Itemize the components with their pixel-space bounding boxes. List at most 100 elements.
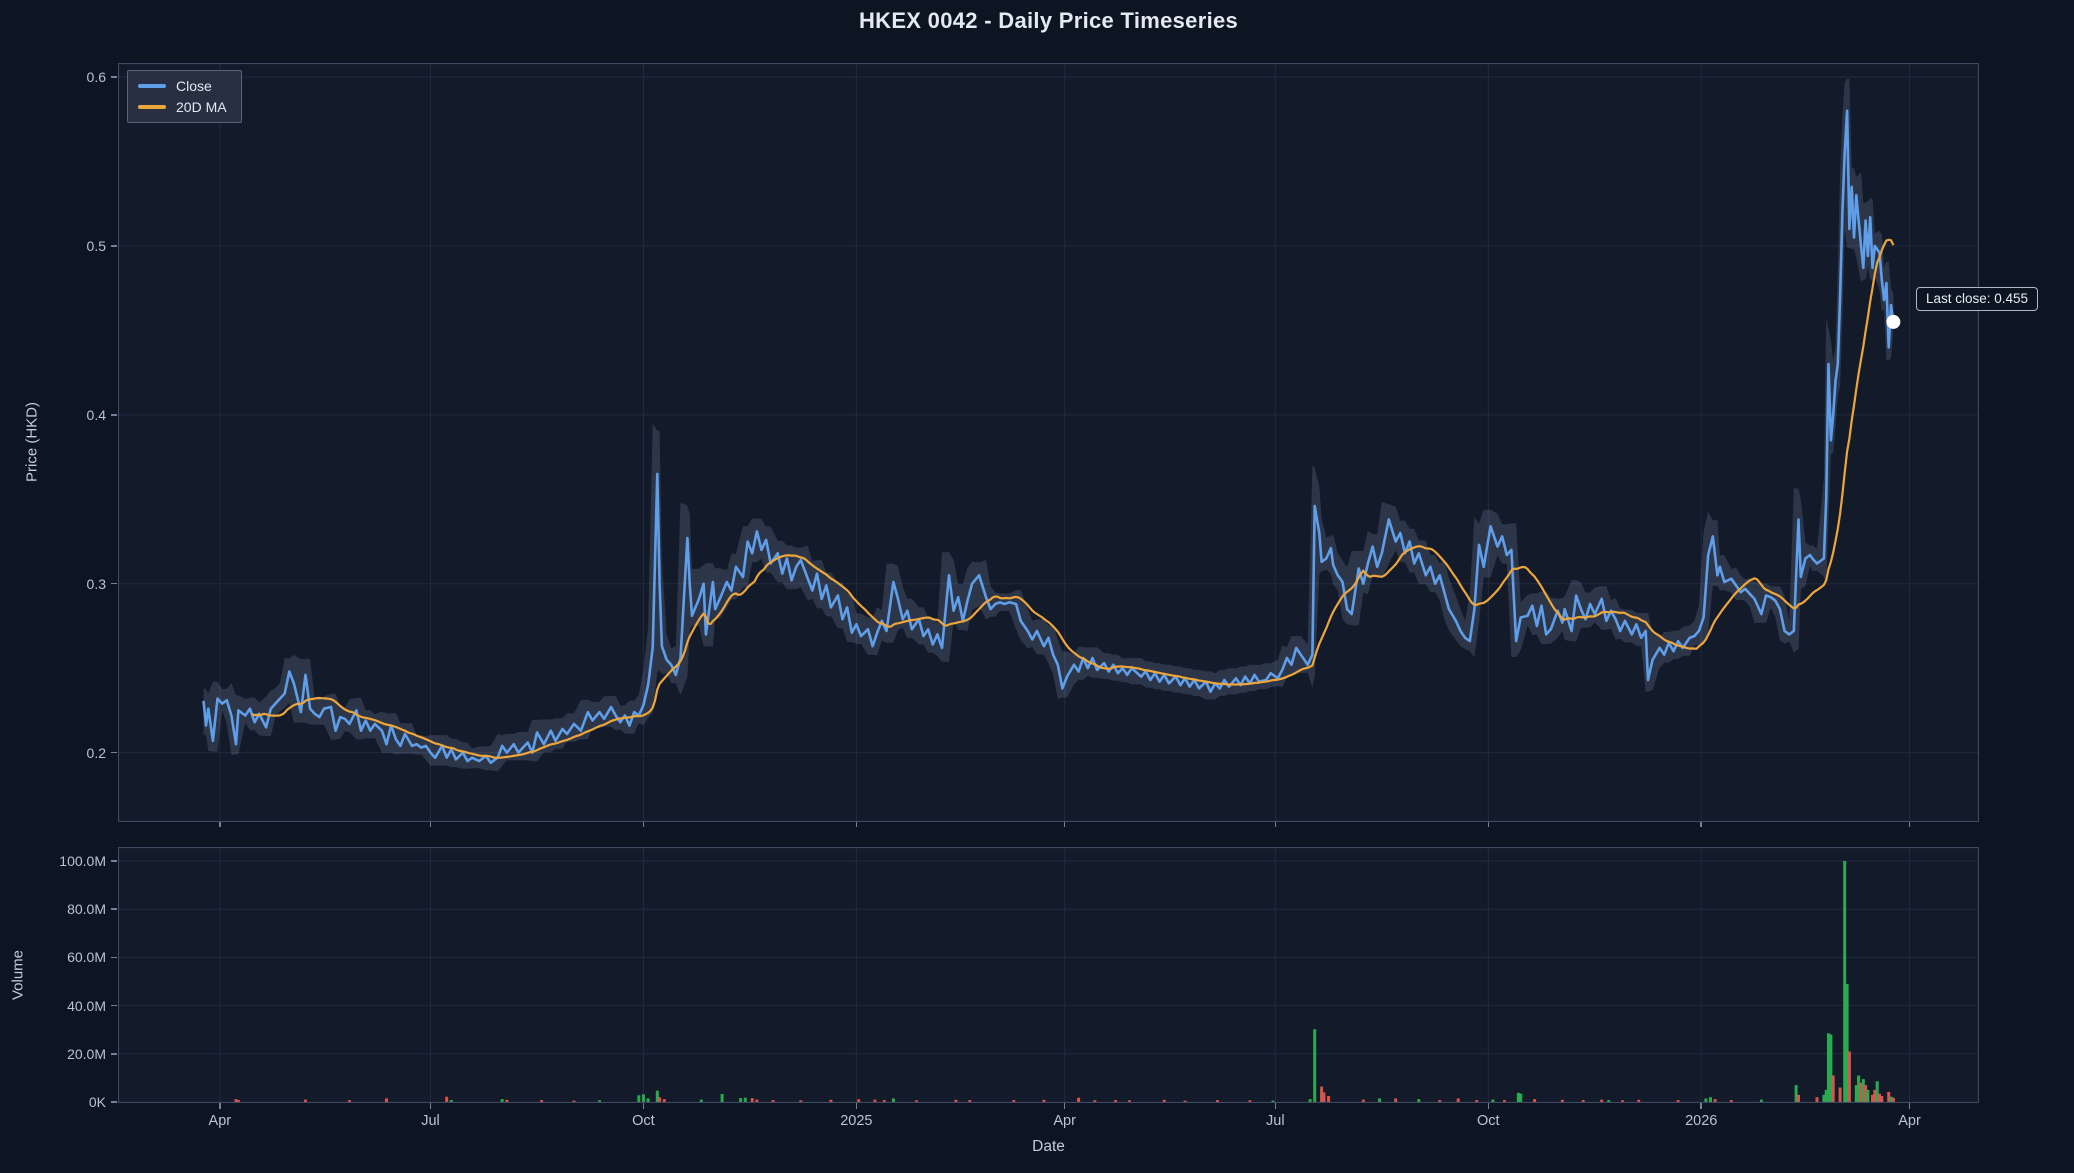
legend-label-ma: 20D MA <box>176 99 227 115</box>
volume-bar-down <box>1637 1099 1641 1102</box>
price-y-tick-mark <box>111 414 117 416</box>
volume-bar-down <box>799 1100 803 1102</box>
volume-bar-down <box>857 1099 861 1102</box>
x-tick-label: Oct <box>632 1113 655 1129</box>
volume-bar-up <box>637 1095 641 1102</box>
x-tick-label: Apr <box>1898 1113 1921 1129</box>
volume-bar-down <box>385 1098 388 1102</box>
x-axis-title: Date <box>1032 1138 1065 1155</box>
volume-bar-up <box>743 1097 747 1102</box>
volume-bar-down <box>572 1100 576 1102</box>
legend-item-ma[interactable]: 20D MA <box>138 99 227 115</box>
volume-bar-down <box>1183 1100 1187 1102</box>
volume-y-tick-mark <box>111 1004 117 1007</box>
volume-bar-up <box>1271 1100 1275 1102</box>
volume-bar-down <box>771 1100 775 1102</box>
price-y-tick-label: 0.6 <box>86 69 106 86</box>
price-x-tick-mark <box>1063 822 1066 827</box>
chart-title: HKEX 0042 - Daily Price Timeseries <box>858 8 1239 33</box>
volume-bar-up <box>598 1100 601 1102</box>
volume-bar-up <box>1378 1098 1381 1102</box>
x-tick-label: 2026 <box>1685 1113 1718 1129</box>
volume-bar-up <box>1794 1085 1798 1102</box>
volume-bar-down <box>1873 1089 1877 1102</box>
x-tick-label: Jul <box>1266 1113 1285 1129</box>
price-x-tick-mark <box>855 822 858 827</box>
price-x-tick-mark <box>1487 822 1490 827</box>
volume-bar-up <box>655 1090 659 1102</box>
volume-y-tick-mark <box>111 860 117 862</box>
x-tick-mark <box>429 1103 432 1109</box>
volume-bar-down <box>236 1100 240 1102</box>
ma-line-swatch <box>138 105 166 109</box>
volume-bar-down <box>348 1100 351 1102</box>
volume-bar-up <box>1875 1081 1879 1102</box>
volume-plot-frame <box>118 847 1979 1103</box>
price-x-tick-mark <box>642 822 645 827</box>
x-tick-label: Oct <box>1477 1113 1500 1129</box>
volume-bar-down <box>1394 1098 1398 1102</box>
volume-bar-down <box>1887 1091 1891 1102</box>
price-x-tick-mark <box>1908 822 1911 827</box>
volume-bar-down <box>662 1099 666 1102</box>
volume-bar-up <box>1824 1089 1828 1102</box>
volume-bar-up <box>1857 1075 1861 1102</box>
volume-y-tick-mark <box>111 1053 117 1055</box>
volume-y-tick-label: 80.0M <box>67 901 106 918</box>
x-tick-label: 2025 <box>840 1113 873 1129</box>
volume-bar-down <box>1797 1094 1800 1102</box>
volume-bar-up <box>1491 1099 1495 1102</box>
volume-bar-up <box>1308 1099 1312 1102</box>
high-low-band <box>203 78 1894 772</box>
volume-bar-down <box>1162 1099 1166 1102</box>
volume-bar-down <box>1729 1100 1733 1102</box>
volume-bar-down <box>755 1099 759 1102</box>
volume-bar-down <box>1621 1100 1624 1102</box>
price-y-tick-mark <box>111 76 117 78</box>
volume-bar-up <box>1607 1100 1611 1102</box>
volume-bar-down <box>1859 1082 1863 1102</box>
volume-bar-up <box>739 1098 743 1102</box>
volume-bar-down <box>1533 1099 1537 1102</box>
legend-item-close[interactable]: Close <box>138 78 227 94</box>
price-y-tick-mark <box>111 751 117 754</box>
volume-bar-up <box>1889 1096 1893 1102</box>
volume-bar-down <box>1475 1100 1479 1102</box>
price-x-tick-mark <box>219 822 221 827</box>
volume-bar-up <box>641 1094 645 1102</box>
volume-y-tick-mark <box>111 1101 117 1103</box>
price-plot-background <box>118 63 1979 822</box>
volume-bar-up <box>1822 1094 1826 1102</box>
volume-bar-up <box>500 1099 504 1102</box>
volume-y-tick-mark <box>111 956 117 959</box>
price-panel[interactable] <box>118 63 1979 822</box>
volume-bar-up <box>1417 1099 1421 1102</box>
volume-bar-down <box>1676 1100 1680 1102</box>
volume-bar-down <box>1831 1075 1835 1102</box>
volume-bar-down <box>1128 1100 1131 1102</box>
x-tick-mark <box>1274 1103 1277 1109</box>
volume-bar-up <box>720 1094 724 1102</box>
x-tick-label: Jul <box>421 1113 440 1129</box>
last-close-annotation: Last close: 0.455 <box>1916 287 2039 311</box>
volume-bar-down <box>873 1099 877 1102</box>
volume-bar-down <box>1713 1099 1717 1102</box>
volume-y-tick-label: 20.0M <box>67 1045 106 1062</box>
price-y-tick-mark <box>111 582 117 585</box>
x-tick-mark <box>1908 1103 1911 1109</box>
last-close-marker <box>1886 314 1901 329</box>
volume-plot-background <box>118 847 1979 1103</box>
volume-y-tick-label: 40.0M <box>67 997 106 1014</box>
volume-bar-down <box>505 1099 509 1102</box>
legend[interactable]: Close 20D MA <box>127 70 242 123</box>
ma-line <box>251 238 1895 759</box>
volume-y-tick-label: 0K <box>88 1094 106 1110</box>
volume-bar-down <box>540 1100 544 1102</box>
volume-bar-down <box>1438 1100 1442 1102</box>
volume-bar-down <box>915 1100 919 1102</box>
volume-panel[interactable] <box>118 847 1979 1103</box>
volume-bar-down <box>954 1099 958 1102</box>
volume-bar-down <box>750 1098 754 1102</box>
price-x-tick-mark <box>1274 822 1277 827</box>
